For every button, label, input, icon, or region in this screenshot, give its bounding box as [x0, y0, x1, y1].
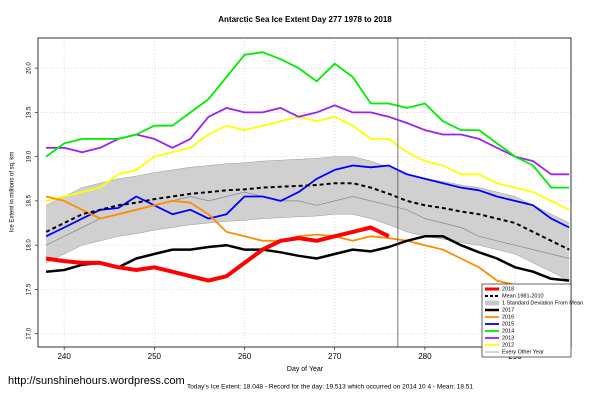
y-tick-label: 20.0: [27, 62, 33, 74]
footer: Today's Ice Extent: 18.048 - Record for …: [187, 384, 473, 391]
legend-label: 2012: [502, 342, 514, 348]
legend-label: 2017: [502, 307, 514, 313]
y-tick-label: 19.5: [27, 106, 33, 118]
legend-label: Mean 1981-2010: [502, 293, 544, 299]
series-line: [45, 182, 570, 251]
legend-label: 2015: [502, 321, 514, 327]
legend-swatch: [485, 300, 499, 306]
x-tick-label: 260: [238, 352, 252, 361]
x-tick-label: 270: [328, 352, 342, 361]
legend-label: 2013: [502, 335, 514, 341]
legend-label: 2018: [502, 286, 514, 292]
x-tick-label: 240: [57, 352, 71, 361]
x-axis-label: Day of Year: [287, 366, 324, 373]
series-line: [45, 225, 390, 283]
series-line: [45, 115, 570, 211]
std-band-upper: [45, 156, 570, 224]
legend-label: 1 Standard Deviation From Mean: [502, 300, 583, 306]
y-axis-label: Ice Extent in millions of sq. km: [10, 152, 16, 233]
y-tick-label: 18.0: [27, 239, 33, 251]
plot-frame: [37, 37, 572, 348]
legend-label: 2014: [502, 328, 514, 334]
std-band-lower: [45, 213, 570, 281]
chart-title: Antarctic Sea Ice Extent Day 277 1978 to…: [218, 15, 392, 24]
series-line: [45, 195, 570, 319]
std-band-fill: [46, 156, 570, 281]
y-tick-label: 18.5: [27, 194, 33, 206]
y-tick-label: 19.0: [27, 150, 33, 162]
watermark: http://sunshinehours.wordpress.com: [8, 375, 185, 387]
y-tick-label: 17.5: [27, 283, 33, 295]
series-line: [45, 235, 570, 282]
x-tick-label: 250: [148, 352, 162, 361]
x-tick-label: 280: [418, 352, 432, 361]
series-line: [45, 51, 570, 189]
legend-label: Every Other Year: [502, 349, 544, 355]
legend-label: 2016: [502, 314, 514, 320]
y-tick-label: 17.0: [27, 327, 33, 339]
